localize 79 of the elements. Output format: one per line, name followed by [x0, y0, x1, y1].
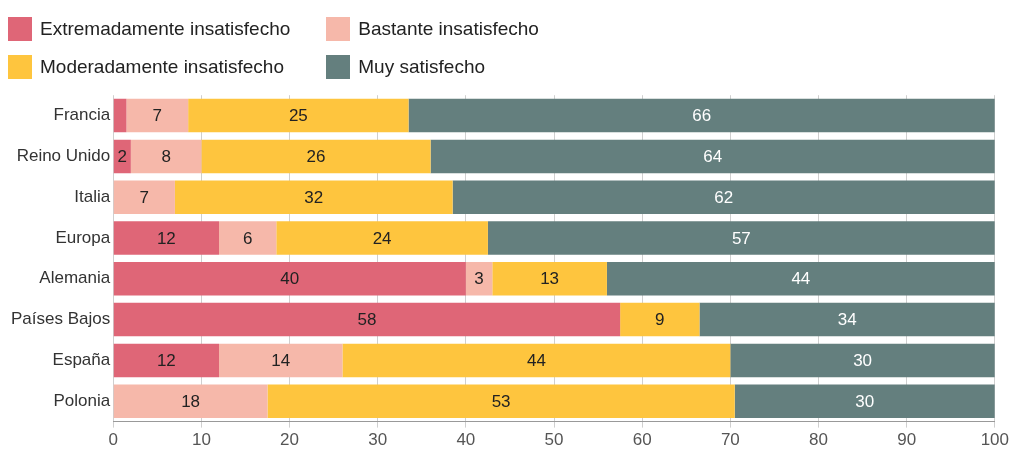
- bar: [113, 343, 220, 378]
- data-label: 8: [161, 147, 171, 167]
- bar: [188, 98, 409, 133]
- bar: [113, 302, 621, 337]
- bar: [113, 384, 268, 418]
- data-label: 66: [692, 106, 712, 126]
- data-label: 62: [714, 187, 734, 207]
- x-tick-label: 0: [108, 430, 118, 450]
- y-tick-label: España: [52, 350, 111, 370]
- x-tick-label: 100: [980, 430, 1010, 450]
- data-label: 30: [853, 351, 873, 371]
- bar: [276, 221, 488, 255]
- data-label: 13: [540, 269, 560, 289]
- bar: [342, 343, 731, 378]
- bar: [730, 343, 995, 378]
- x-tick-label: 20: [280, 430, 299, 450]
- data-label: 40: [280, 269, 300, 289]
- x-tick-label: 80: [809, 430, 828, 450]
- bar: [113, 262, 466, 296]
- bar: [219, 221, 277, 255]
- y-tick-label: Polonia: [53, 390, 111, 410]
- bar: [492, 262, 607, 296]
- data-label: 24: [372, 228, 392, 248]
- data-label: 9: [655, 310, 665, 330]
- bar: [130, 139, 202, 174]
- data-label: 25: [288, 106, 308, 126]
- bar: [113, 180, 175, 214]
- bar: [174, 180, 453, 214]
- data-label: 58: [357, 310, 377, 330]
- data-label: 12: [156, 351, 176, 371]
- legend-label: Extremadamente insatisfecho: [40, 18, 291, 40]
- bar: [126, 98, 189, 133]
- data-label: 14: [271, 351, 291, 371]
- data-label: 57: [731, 228, 751, 248]
- bar: [699, 302, 995, 337]
- bar: [452, 180, 995, 214]
- y-tick-label: Alemania: [39, 268, 111, 288]
- data-label: 7: [139, 187, 150, 207]
- y-tick-label: Países Bajos: [10, 309, 111, 329]
- y-tick-label: Italia: [74, 186, 111, 206]
- bar: [465, 262, 493, 296]
- bar: [113, 221, 220, 255]
- bar: [487, 221, 995, 255]
- x-tick-label: 30: [368, 430, 388, 450]
- data-label: 34: [837, 310, 857, 330]
- x-tick-label: 70: [720, 430, 740, 450]
- data-label: 64: [703, 147, 723, 167]
- bar: [430, 139, 995, 174]
- x-tick-label: 40: [456, 430, 476, 450]
- data-label: 2: [117, 147, 128, 167]
- data-label: 6: [242, 228, 253, 248]
- data-label: 7: [152, 106, 163, 126]
- bar: [113, 98, 127, 133]
- y-tick-label: Francia: [53, 105, 111, 125]
- bar: [734, 384, 995, 418]
- y-tick-label: Europa: [55, 227, 111, 247]
- bar: [219, 343, 343, 378]
- data-label: 18: [181, 391, 201, 411]
- legend-label: Muy satisfecho: [358, 56, 486, 78]
- x-tick-label: 60: [632, 430, 652, 450]
- x-tick-label: 50: [544, 430, 564, 450]
- bar: [620, 302, 700, 337]
- legend-label: Moderadamente insatisfecho: [40, 56, 284, 78]
- x-tick-label: 90: [897, 430, 917, 450]
- data-label: 30: [855, 391, 875, 411]
- data-label: 44: [791, 269, 811, 289]
- data-label: 32: [304, 187, 324, 207]
- data-label: 53: [491, 391, 511, 411]
- y-tick-label: Reino Unido: [16, 146, 111, 166]
- data-label: 44: [526, 351, 546, 371]
- bar: [408, 98, 995, 133]
- data-label: 12: [156, 228, 176, 248]
- x-tick-label: 10: [191, 430, 211, 450]
- bar: [267, 384, 735, 418]
- data-label: 3: [474, 269, 484, 289]
- bar: [201, 139, 431, 174]
- legend-label: Bastante insatisfecho: [358, 18, 539, 40]
- bar: [606, 262, 995, 296]
- data-label: 26: [306, 147, 326, 167]
